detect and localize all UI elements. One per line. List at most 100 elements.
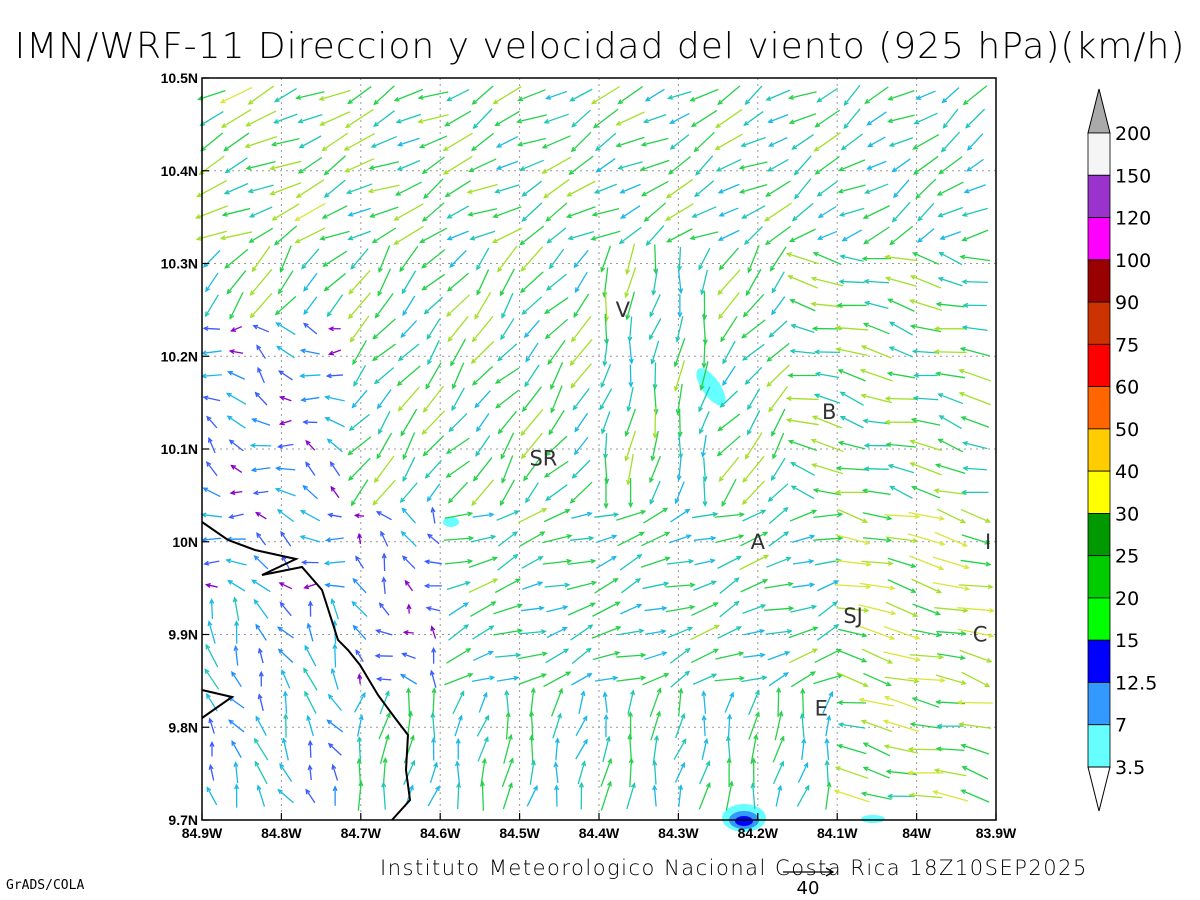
x-tick-label: 84.9W [182,825,223,841]
colorbar-label: 12.5 [1115,672,1157,694]
wind-vector [666,90,692,100]
wind-vector [745,268,762,297]
wind-vector [959,346,990,357]
wind-vector [497,410,517,435]
wind-vector [270,137,300,147]
wind-vector [720,315,738,343]
wind-vector [891,158,911,173]
wind-vector [376,432,393,460]
wind-vector [673,337,686,368]
wind-vector [573,249,589,269]
wind-vector [717,292,740,320]
wind-vector [617,161,643,170]
wind-vector [884,254,918,262]
wind-vector [799,712,805,739]
wind-vector [575,715,588,737]
wind-vector [553,761,559,783]
wind-vector [792,582,816,588]
wind-vector [624,266,637,299]
wind-vector [744,432,763,460]
wind-vector [521,556,544,569]
wind-vector [470,534,497,543]
wind-vector [300,396,320,403]
wind-vector [541,156,572,174]
wind-vector [250,467,271,473]
wind-vector [245,110,277,127]
wind-vector [396,137,420,147]
wind-vector [765,628,793,635]
wind-vector [517,89,546,102]
wind-vector [228,719,245,733]
wind-vector [330,598,339,620]
wind-vector [625,291,636,321]
wind-vector [813,349,840,355]
wind-vector [861,488,891,496]
wind-vector [962,465,988,471]
wind-vector [202,250,221,268]
wind-vector [933,349,967,355]
wind-vector [891,201,911,223]
wind-vector [325,537,344,543]
wind-vector [838,279,865,285]
y-tick-label: 9.8N [168,719,198,735]
wind-vector [698,386,711,413]
colorbar-label: 50 [1115,419,1139,441]
wind-vector [480,757,487,787]
wind-vector [961,229,989,242]
colorbar-label: 15 [1115,630,1139,652]
wind-vector [839,415,864,429]
wind-vector [961,534,991,545]
wind-vector [280,530,292,547]
wind-vector [566,180,596,197]
wind-vector [907,770,944,776]
wind-vector [373,85,395,106]
wind-vector [221,207,251,217]
wind-vector [765,89,791,101]
wind-vector [332,643,338,668]
wind-vector [835,534,871,545]
wind-vector [354,691,366,713]
wind-vector [911,629,942,638]
wind-vector [251,418,271,426]
wind-vector [502,781,513,810]
wind-vector [357,532,363,545]
wind-vector [373,367,395,385]
wind-vector [519,531,546,547]
wind-vector [454,714,463,737]
wind-vector [431,736,437,761]
wind-vector [253,737,269,761]
wind-vector [400,408,418,437]
wind-vector [448,412,468,433]
wind-vector [743,652,766,658]
wind-vector [591,85,621,105]
wind-vector [323,155,346,176]
wind-vector [939,231,961,240]
wind-vector [694,180,715,198]
wind-vector [602,735,611,763]
wind-vector [750,782,756,809]
wind-vector [446,648,472,664]
wind-vector [468,556,499,568]
wind-vector [578,690,586,715]
wind-vector [834,584,872,590]
wind-vector [369,206,399,218]
wind-vector [718,456,740,483]
wind-vector [652,784,658,807]
wind-vector [813,132,841,152]
wind-vector [253,598,269,619]
wind-vector [569,481,593,504]
wind-vector [471,675,496,683]
colorbar-label: 150 [1115,165,1151,187]
wind-vector [862,537,893,543]
wind-vector [595,158,616,173]
wind-vector [837,700,866,706]
wind-vector [269,160,302,171]
wind-vector [615,136,645,148]
wind-vector [204,294,219,318]
wind-vector [276,508,295,523]
wind-vector [717,555,742,569]
x-tick-label: 83.9W [976,825,1017,841]
wind-vector [321,132,349,152]
wind-vector [273,87,297,103]
wind-vector [199,111,224,126]
